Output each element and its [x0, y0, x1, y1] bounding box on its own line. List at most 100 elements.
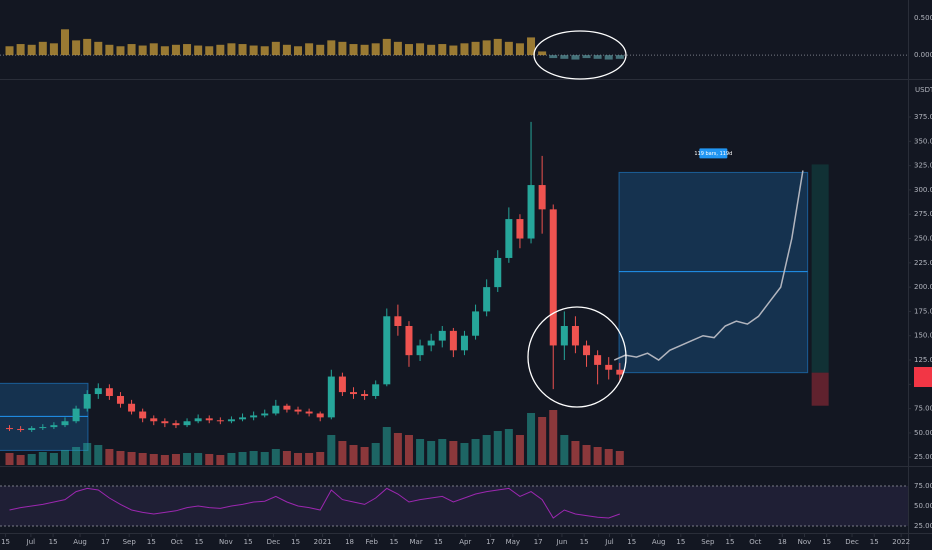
candle-body — [6, 428, 14, 430]
oscillator-bar — [194, 45, 203, 56]
volume-bar — [149, 454, 158, 465]
x-tick-label: 15 — [870, 538, 879, 546]
oscillator-bar — [160, 46, 169, 56]
volume-bar — [305, 453, 314, 465]
candle-body — [616, 369, 624, 375]
volume-bar — [216, 455, 225, 465]
candle-body — [405, 326, 413, 356]
x-tick-label: Nov — [798, 538, 812, 546]
oscillator-bar — [138, 45, 147, 56]
position-label: 119 bars, 119d — [694, 151, 732, 157]
volume-bar — [504, 429, 513, 465]
candle-body — [250, 415, 258, 418]
candle-body — [560, 326, 568, 346]
candle-body — [361, 394, 369, 396]
volume-bar — [471, 439, 480, 465]
oscillator-bar — [604, 55, 613, 60]
annotation-circle — [527, 306, 627, 408]
oscillator-bar — [105, 44, 114, 56]
candle-body — [17, 429, 25, 431]
candle-body — [483, 287, 491, 312]
oscillator-bar — [49, 43, 58, 56]
stop-zone — [811, 372, 829, 406]
volume-bar — [94, 445, 103, 465]
position-box — [618, 171, 809, 374]
oscillator-bar — [360, 44, 369, 56]
x-tick-label: Sep — [123, 538, 137, 546]
x-tick-label: 15 — [147, 538, 156, 546]
rsi-tick-label: 75.00 — [914, 482, 932, 490]
oscillator-bar — [127, 44, 136, 56]
volume-bar — [27, 454, 36, 465]
candle-body — [372, 384, 380, 396]
oscillator-bar — [294, 46, 303, 56]
rsi-tick-label: 25.00 — [914, 522, 932, 530]
candle-body — [261, 413, 269, 416]
candle-body — [416, 345, 424, 356]
oscillator-bar — [260, 46, 269, 56]
oscillator-bar — [593, 55, 602, 59]
y-tick-label: 200.00 — [914, 283, 932, 291]
x-tick-label: Apr — [459, 538, 471, 546]
candle-body — [449, 330, 457, 351]
target-zone — [811, 164, 829, 373]
candle-body — [338, 376, 346, 393]
oscillator-bar — [183, 44, 192, 56]
y-tick-label: 25.00 — [914, 453, 932, 461]
oscillator-bar — [504, 41, 513, 56]
y-tick-label: 75.00 — [914, 405, 932, 413]
oscillator-bar — [515, 43, 524, 56]
oscillator-bar — [271, 41, 280, 56]
volume-bar — [271, 449, 280, 465]
oscillator-bar — [371, 43, 380, 56]
oscillator-bar — [216, 44, 225, 56]
y-tick-label: 375.00 — [914, 113, 932, 121]
volume-bar — [549, 410, 558, 465]
volume-bar — [16, 455, 25, 465]
volume-bar — [160, 455, 169, 465]
volume-bar — [205, 454, 214, 465]
volume-bar — [393, 433, 402, 465]
oscillator-bar — [38, 41, 47, 56]
volume-bar — [482, 435, 491, 465]
oscillator-bar — [94, 41, 103, 56]
oscillator-bar — [227, 43, 236, 56]
candle-body — [94, 388, 102, 395]
volume-bar — [604, 449, 613, 465]
candle-body — [305, 411, 313, 414]
oscillator-bar — [416, 43, 425, 56]
oscillator-bar — [205, 46, 214, 56]
volume-bar — [427, 441, 436, 465]
volume-bar — [72, 447, 81, 465]
x-tick-label: Sep — [701, 538, 715, 546]
y-tick-label: 350.00 — [914, 137, 932, 145]
candle-body — [283, 405, 291, 410]
candle-body — [505, 219, 513, 258]
volume-bar — [183, 453, 192, 465]
oscillator-bar — [116, 46, 125, 56]
x-tick-label: Aug — [73, 538, 87, 546]
x-tick-label: Nov — [219, 538, 233, 546]
candle-body — [516, 219, 524, 239]
volume-bar — [515, 435, 524, 465]
x-tick-label: 15 — [49, 538, 58, 546]
candle-body — [39, 427, 47, 429]
candle-body — [83, 394, 91, 409]
candle-body — [494, 257, 502, 288]
volume-bar — [194, 453, 203, 465]
oscillator-bar — [560, 55, 569, 59]
x-tick-label: Aug — [652, 538, 666, 546]
oscillator-bar — [438, 44, 447, 56]
oscillator-bar — [305, 43, 314, 56]
x-tick-label: 17 — [534, 538, 543, 546]
volume-bar — [615, 451, 624, 465]
candle-body — [239, 417, 247, 420]
y-tick-label: 300.00 — [914, 186, 932, 194]
oscillator-bar — [171, 44, 180, 56]
oscillator-bar — [382, 38, 391, 56]
volume-bar — [460, 443, 469, 465]
oscillator-bar — [582, 55, 591, 59]
x-tick-label: Oct — [171, 538, 183, 546]
volume-bar — [227, 453, 236, 465]
